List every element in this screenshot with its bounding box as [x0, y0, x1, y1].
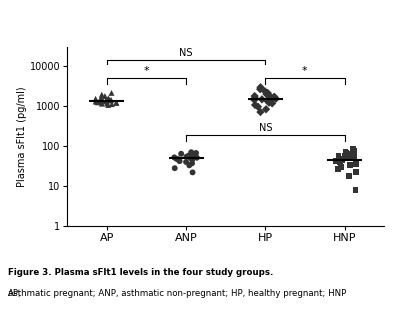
Point — [337, 160, 343, 165]
Point — [337, 157, 343, 162]
Point — [335, 153, 342, 158]
Point — [113, 100, 120, 105]
Point — [178, 151, 185, 156]
Point — [263, 107, 269, 112]
Point — [93, 99, 99, 104]
Point — [109, 102, 115, 107]
Point — [190, 154, 197, 159]
Point — [193, 150, 199, 155]
Text: NS: NS — [179, 48, 193, 58]
Point — [265, 99, 272, 104]
Point — [271, 95, 277, 100]
Point — [176, 159, 183, 164]
Text: asthmatic pregnant; ANP, asthmatic non-pregnant; HP, healthy pregnant; HNP: asthmatic pregnant; ANP, asthmatic non-p… — [8, 289, 346, 298]
Point — [333, 159, 339, 164]
Point — [343, 151, 349, 156]
Point — [347, 163, 353, 168]
Point — [176, 158, 182, 163]
Point — [343, 150, 349, 155]
Point — [189, 157, 196, 162]
Text: *: * — [144, 66, 149, 76]
Point — [252, 96, 258, 101]
Point — [257, 109, 264, 114]
Point — [257, 87, 263, 92]
Point — [187, 156, 194, 161]
Text: NS: NS — [259, 123, 272, 133]
Text: AP,: AP, — [8, 289, 21, 298]
Point — [269, 101, 275, 106]
Point — [266, 93, 272, 98]
Point — [251, 94, 258, 99]
Text: *: * — [302, 66, 308, 76]
Y-axis label: Plasma sFlt1 (pg/ml): Plasma sFlt1 (pg/ml) — [17, 86, 27, 187]
Point — [171, 155, 177, 160]
Point — [103, 99, 109, 104]
Point — [263, 92, 270, 97]
Point — [92, 96, 99, 101]
Point — [183, 154, 190, 159]
Point — [109, 91, 115, 95]
Point — [335, 166, 341, 171]
Point — [346, 173, 352, 178]
Point — [351, 155, 357, 160]
Point — [99, 92, 105, 97]
Point — [189, 161, 195, 166]
Point — [353, 169, 360, 174]
Point — [98, 95, 105, 100]
Point — [273, 96, 279, 101]
Point — [108, 97, 114, 102]
Point — [251, 97, 257, 102]
Point — [113, 100, 120, 105]
Point — [93, 99, 99, 104]
Point — [99, 98, 105, 103]
Point — [353, 161, 360, 166]
Point — [265, 91, 271, 95]
Point — [338, 156, 345, 161]
Point — [271, 94, 278, 99]
Text: Figure 3. Plasma sFlt1 levels in the four study groups.: Figure 3. Plasma sFlt1 levels in the fou… — [8, 268, 273, 277]
Point — [183, 159, 189, 164]
Point — [186, 163, 192, 168]
Point — [342, 154, 348, 159]
Point — [257, 85, 264, 90]
Point — [346, 156, 353, 161]
Point — [107, 98, 114, 103]
Point — [188, 150, 194, 155]
Point — [99, 101, 105, 106]
Point — [105, 96, 112, 101]
Point — [259, 97, 265, 102]
Point — [188, 152, 194, 157]
Point — [106, 97, 112, 102]
Point — [102, 99, 109, 104]
Point — [262, 89, 268, 94]
Point — [350, 147, 356, 152]
Point — [351, 148, 357, 153]
Point — [173, 156, 179, 161]
Point — [102, 94, 108, 99]
Point — [97, 100, 103, 104]
Point — [264, 98, 270, 103]
Point — [171, 166, 178, 171]
Point — [352, 188, 359, 193]
Point — [266, 100, 272, 105]
Point — [252, 103, 258, 108]
Point — [175, 157, 181, 162]
Point — [194, 155, 200, 160]
Point — [339, 158, 345, 163]
Point — [255, 104, 261, 109]
Point — [186, 153, 192, 158]
Point — [345, 152, 352, 157]
Point — [338, 165, 345, 170]
Point — [189, 170, 196, 175]
Point — [104, 101, 110, 106]
Point — [105, 103, 111, 108]
Point — [95, 100, 101, 105]
